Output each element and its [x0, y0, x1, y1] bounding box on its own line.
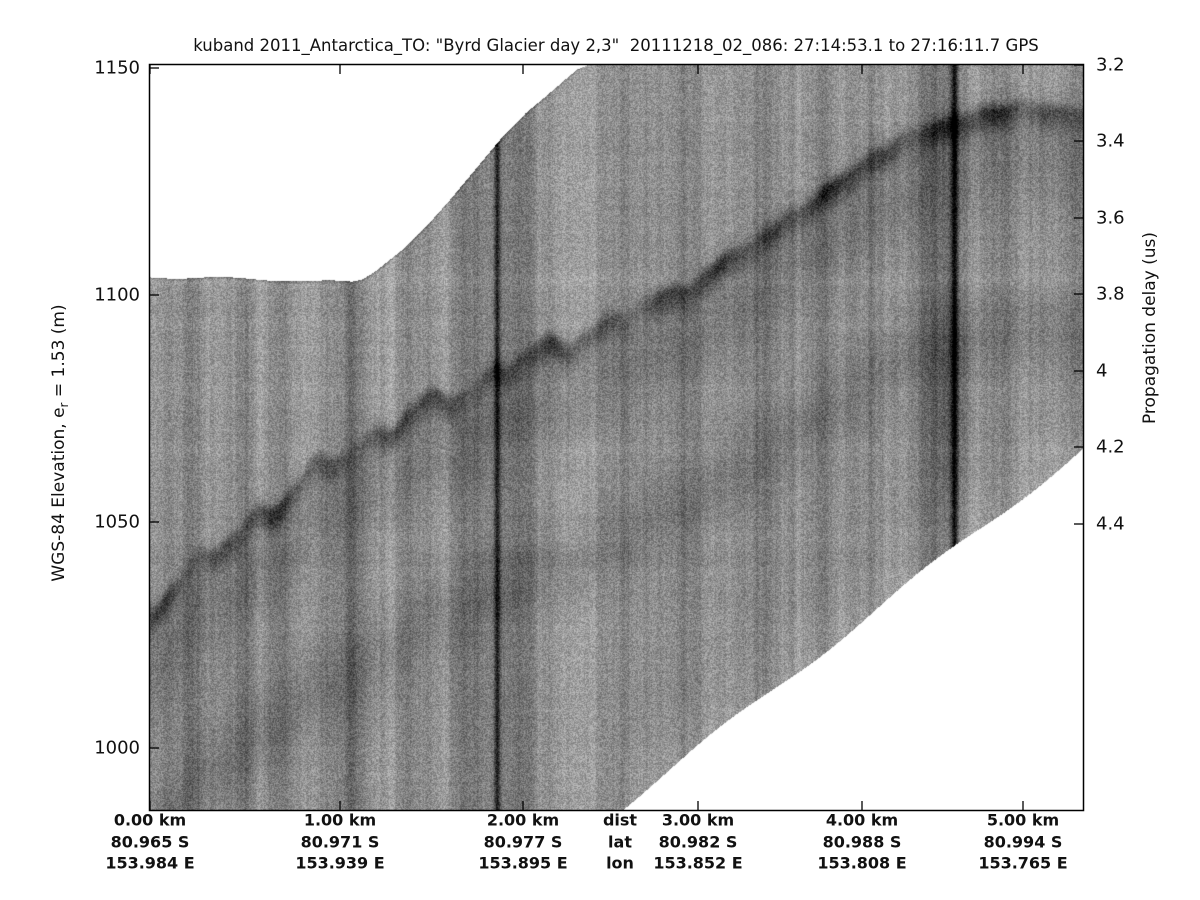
x-axis-row-header-dist: dist	[602, 810, 638, 830]
y-tick-label-elevation: 1150	[94, 57, 140, 79]
x-tick-label-lat: 80.988 S	[822, 832, 902, 852]
figure-title: kuband 2011_Antarctica_TO: "Byrd Glacier…	[193, 36, 1039, 55]
x-tick-label-lon: 153.984 E	[105, 853, 195, 873]
x-tick-label-lon: 153.852 E	[653, 853, 743, 873]
x-axis-row-header-lon: lon	[606, 853, 634, 873]
y-tick-label-delay: 3.4	[1096, 130, 1125, 152]
x-tick-label-dist: 3.00 km	[661, 810, 735, 830]
x-tick-label-lon: 153.895 E	[478, 853, 568, 873]
y-tick-label-elevation: 1000	[94, 737, 140, 759]
y-tick-label-delay: 4	[1096, 360, 1108, 382]
x-tick-label-dist: 5.00 km	[986, 810, 1060, 830]
x-axis-row-header-lat: lat	[608, 832, 632, 852]
tick-marks	[149, 64, 1083, 810]
x-tick-label-lat: 80.971 S	[300, 832, 380, 852]
x-tick-label-lat: 80.994 S	[983, 832, 1063, 852]
y-tick-label-delay: 3.8	[1096, 283, 1125, 305]
radargram-canvas	[150, 65, 1083, 810]
plot-border	[148, 63, 1085, 812]
x-tick-label-lat: 80.977 S	[483, 832, 563, 852]
x-tick-label-dist: 4.00 km	[825, 810, 899, 830]
x-tick-label-lon: 153.808 E	[817, 853, 907, 873]
y-tick-label-elevation: 1100	[94, 284, 140, 306]
x-tick-label-lat: 80.982 S	[658, 832, 738, 852]
x-tick-label-lon: 153.939 E	[295, 853, 385, 873]
x-tick-label-lon: 153.765 E	[978, 853, 1068, 873]
y-tick-label-delay: 4.2	[1096, 436, 1125, 458]
y-tick-label-delay: 4.4	[1096, 513, 1125, 535]
x-tick-label-dist: 1.00 km	[303, 810, 377, 830]
y-tick-label-delay: 3.2	[1096, 54, 1125, 76]
x-tick-label-lat: 80.965 S	[110, 832, 190, 852]
x-tick-label-dist: 2.00 km	[486, 810, 560, 830]
y-tick-label-delay: 3.6	[1096, 207, 1125, 229]
x-tick-label-dist: 0.00 km	[113, 810, 187, 830]
y-tick-label-elevation: 1050	[94, 511, 140, 533]
